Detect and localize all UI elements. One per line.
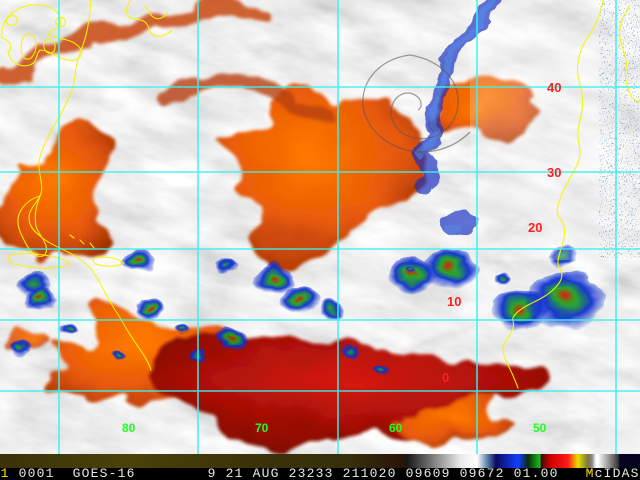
- svg-text:0: 0: [442, 370, 449, 385]
- svg-text:20: 20: [528, 220, 542, 235]
- svg-text:40: 40: [547, 80, 561, 95]
- svg-text:70: 70: [255, 421, 269, 435]
- svg-text:80: 80: [122, 421, 136, 435]
- svg-text:50: 50: [533, 421, 547, 435]
- svg-text:60: 60: [389, 421, 403, 435]
- svg-text:30: 30: [547, 165, 561, 180]
- svg-text:10: 10: [447, 294, 461, 309]
